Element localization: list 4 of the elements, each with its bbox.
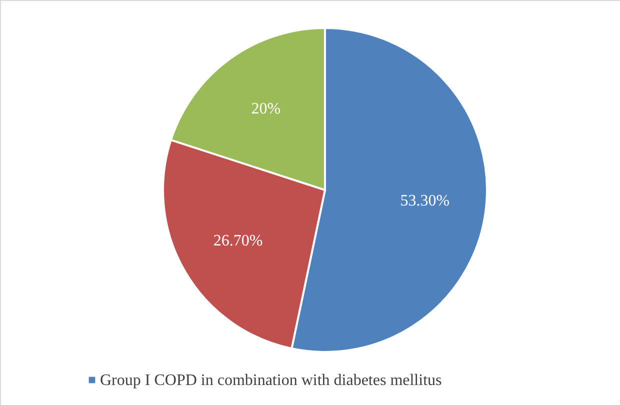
data-label: 26.70% bbox=[213, 232, 263, 250]
legend-label: Group I COPD in combination with diabetes mellitus bbox=[100, 372, 442, 389]
data-label: 53.30% bbox=[400, 192, 450, 210]
data-label: 20% bbox=[251, 100, 281, 118]
